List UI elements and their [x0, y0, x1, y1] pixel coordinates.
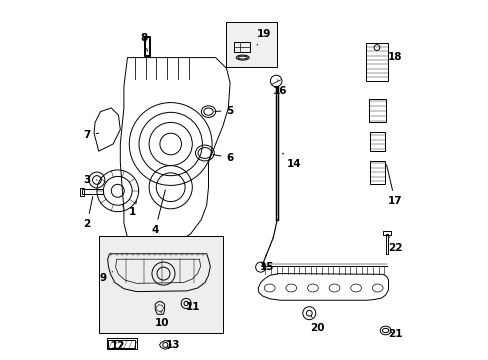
Text: 6: 6 — [213, 153, 233, 163]
Bar — [366, 43, 387, 81]
Text: 13: 13 — [165, 340, 180, 350]
Bar — [383, 231, 390, 235]
Bar — [370, 161, 384, 184]
Bar — [368, 99, 385, 122]
Text: 21: 21 — [387, 329, 402, 339]
Text: 1: 1 — [129, 202, 136, 217]
Text: 8: 8 — [141, 33, 148, 51]
Text: 17: 17 — [386, 165, 402, 206]
Bar — [369, 132, 384, 151]
Text: 20: 20 — [309, 316, 324, 333]
Text: 16: 16 — [272, 80, 286, 96]
Text: 15: 15 — [259, 262, 273, 272]
Text: 10: 10 — [154, 311, 169, 328]
FancyBboxPatch shape — [99, 236, 223, 333]
Text: 11: 11 — [186, 302, 200, 312]
Text: 7: 7 — [83, 130, 99, 140]
Bar — [80, 188, 84, 196]
Text: 3: 3 — [83, 175, 97, 185]
Bar — [107, 338, 136, 349]
Bar — [143, 36, 150, 56]
Text: 5: 5 — [214, 105, 233, 116]
Text: 4: 4 — [151, 190, 165, 235]
Text: 22: 22 — [387, 236, 402, 253]
Bar — [144, 37, 149, 55]
Text: 2: 2 — [83, 197, 93, 229]
Text: 12: 12 — [110, 341, 125, 351]
Bar — [233, 42, 249, 52]
Bar — [385, 234, 387, 254]
Text: 14: 14 — [282, 153, 301, 169]
FancyBboxPatch shape — [226, 22, 276, 67]
Text: 9: 9 — [100, 271, 112, 283]
Text: 19: 19 — [257, 29, 271, 45]
Bar — [108, 340, 135, 348]
Bar — [81, 189, 102, 194]
Text: 18: 18 — [387, 52, 402, 65]
